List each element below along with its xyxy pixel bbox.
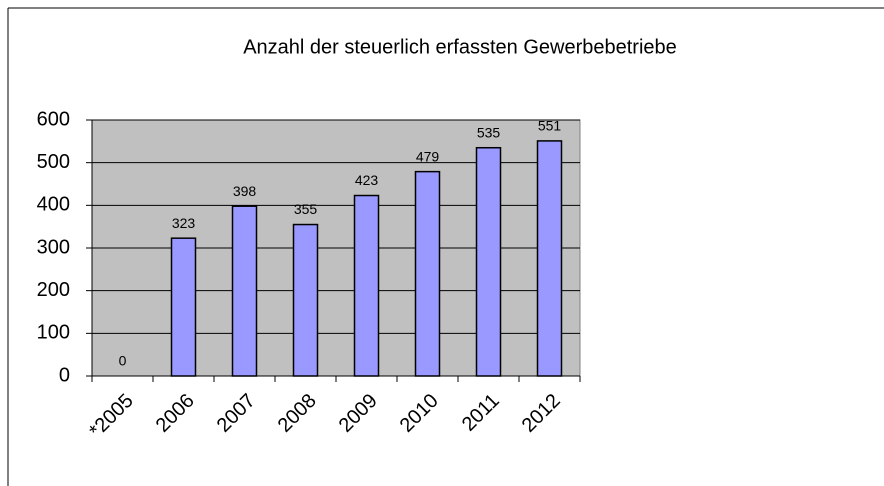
data-label: 479 — [416, 148, 440, 164]
data-label: 535 — [477, 124, 501, 140]
bar — [414, 170, 441, 377]
x-tick-label: *2005 — [85, 390, 138, 443]
y-tick-label: 100 — [37, 322, 70, 344]
x-tick-label: 2006 — [152, 390, 199, 437]
x-tick-label: 2007 — [213, 390, 260, 437]
data-label: 323 — [172, 215, 196, 231]
x-tick-label: 2009 — [335, 390, 382, 437]
x-tick-label: 2011 — [458, 390, 504, 436]
bar — [475, 146, 502, 377]
data-label: 551 — [538, 118, 562, 134]
y-tick-label: 0 — [59, 364, 70, 386]
y-tick-label: 600 — [37, 108, 70, 130]
bar — [353, 194, 380, 377]
y-tick-label: 400 — [37, 194, 70, 216]
data-label: 423 — [355, 172, 379, 188]
x-tick-label: 2008 — [274, 390, 321, 437]
bar — [292, 223, 319, 377]
bar — [536, 140, 563, 377]
data-label: 0 — [119, 353, 127, 369]
chart-title: Anzahl der steuerlich erfassten Gewerbeb… — [243, 36, 677, 58]
bar — [231, 205, 258, 377]
data-label: 355 — [294, 201, 318, 217]
bar — [170, 237, 197, 377]
data-label: 398 — [233, 183, 257, 199]
x-tick-label: 2010 — [396, 390, 443, 437]
y-tick-label: 500 — [37, 151, 70, 173]
y-tick-label: 200 — [37, 279, 70, 301]
x-tick-label: 2012 — [518, 390, 565, 437]
y-tick-label: 300 — [37, 236, 70, 258]
